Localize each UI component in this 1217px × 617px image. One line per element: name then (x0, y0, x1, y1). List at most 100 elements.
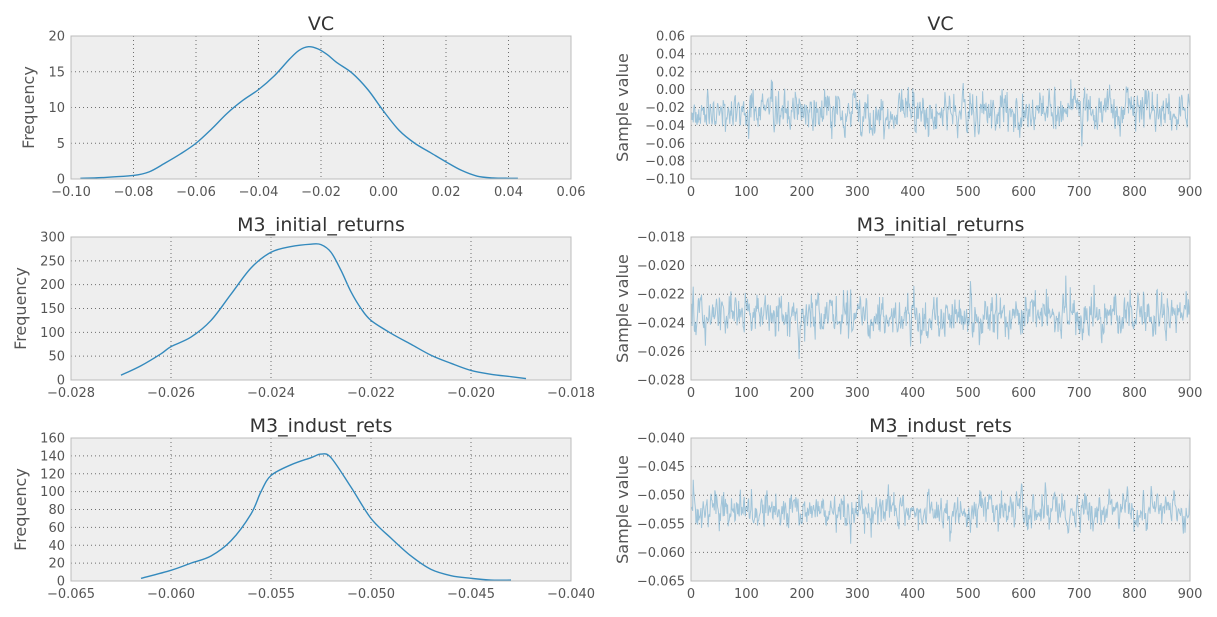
x-tick-label: −0.018 (547, 386, 595, 401)
x-tick-label: 700 (1067, 587, 1092, 602)
x-tick-label: −0.028 (47, 386, 95, 401)
plot-area (690, 437, 1191, 582)
y-tick-label: −0.055 (637, 517, 685, 532)
y-tick-label: 250 (40, 254, 65, 269)
y-tick-label: −0.060 (637, 546, 685, 561)
x-tick-label: 700 (1067, 185, 1092, 200)
x-tick-label: 100 (734, 386, 759, 401)
x-tick-label: 100 (734, 185, 759, 200)
y-tick-label: 160 (40, 432, 65, 447)
y-tick-label: −0.050 (637, 489, 685, 504)
y-axis-label: Sample value (613, 53, 632, 162)
y-tick-label: 60 (48, 521, 65, 536)
kde-series-line (120, 243, 527, 380)
y-tick-label: 150 (40, 302, 65, 317)
panel-title: M3_initial_returns (857, 214, 1025, 236)
y-tick-label: −0.020 (637, 259, 685, 274)
x-tick-label: −0.026 (147, 386, 195, 401)
y-tick-label: 5 (57, 137, 65, 152)
y-tick-label: 0 (57, 374, 65, 389)
y-tick-label: −0.026 (637, 345, 685, 360)
x-tick-label: 600 (1011, 386, 1036, 401)
x-tick-label: −0.040 (547, 587, 595, 602)
y-tick-label: 80 (48, 503, 65, 518)
x-tick-label: 800 (1122, 185, 1147, 200)
x-tick-label: 500 (956, 386, 981, 401)
x-tick-label: 900 (1178, 386, 1203, 401)
panel-3: −0.028 −0.026 −0.024 −0.022 −0.020 −0.018 0 50 1… (11, 214, 595, 401)
y-tick-label: 100 (40, 326, 65, 341)
x-tick-label: 0 (687, 185, 695, 200)
x-tick-label: 0.04 (494, 185, 523, 200)
x-tick-label: 800 (1122, 587, 1147, 602)
y-tick-label: −0.10 (645, 173, 685, 188)
y-axis-label: Sample value (613, 455, 632, 564)
y-tick-label: 0.06 (656, 30, 685, 45)
panel-title: VC (308, 13, 334, 35)
x-tick-label: 300 (845, 185, 870, 200)
y-tick-label: 50 (48, 350, 65, 365)
trace-series-line (691, 275, 1190, 359)
y-axis-label: Frequency (19, 66, 38, 149)
y-tick-label: −0.04 (645, 119, 685, 134)
y-tick-label: 140 (40, 449, 65, 464)
y-tick-label: −0.040 (637, 432, 685, 447)
y-tick-label: 40 (48, 539, 65, 554)
x-tick-label: 500 (956, 185, 981, 200)
trace-series-line (691, 479, 1190, 544)
y-tick-label: −0.022 (637, 288, 685, 303)
y-tick-label: 120 (40, 467, 65, 482)
trace-series-line (691, 79, 1190, 147)
x-tick-label: 600 (1011, 185, 1036, 200)
y-tick-label: −0.028 (637, 374, 685, 389)
y-tick-label: −0.065 (637, 575, 685, 590)
x-tick-label: 0 (687, 386, 695, 401)
plot-border (690, 437, 1191, 582)
x-tick-label: −0.022 (347, 386, 395, 401)
x-tick-label: −0.08 (114, 185, 154, 200)
y-tick-label: 20 (48, 557, 65, 572)
y-tick-label: 0.02 (656, 65, 685, 80)
panel-title: M3_initial_returns (237, 214, 405, 236)
y-tick-label: 0.00 (656, 83, 685, 98)
x-tick-label: 900 (1178, 185, 1203, 200)
x-tick-label: −0.02 (301, 185, 341, 200)
x-tick-label: −0.10 (51, 185, 91, 200)
x-tick-label: 200 (789, 185, 814, 200)
x-tick-label: 300 (845, 386, 870, 401)
y-axis-label: Sample value (613, 254, 632, 363)
y-tick-label: 0.04 (656, 47, 685, 62)
x-tick-label: 900 (1178, 587, 1203, 602)
x-tick-label: 0.06 (557, 185, 586, 200)
kde-series-line (140, 453, 512, 581)
y-tick-label: −0.018 (637, 231, 685, 246)
y-tick-label: 300 (40, 231, 65, 246)
x-tick-label: 400 (900, 185, 925, 200)
x-tick-label: 300 (845, 587, 870, 602)
plot-border (690, 35, 1191, 180)
x-tick-label: 0.00 (369, 185, 398, 200)
y-axis-label: Frequency (11, 468, 30, 551)
x-tick-label: 500 (956, 587, 981, 602)
x-tick-label: 100 (734, 587, 759, 602)
y-tick-label: −0.02 (645, 101, 685, 116)
x-tick-label: −0.04 (239, 185, 279, 200)
plot-border (70, 236, 572, 381)
y-tick-label: 0 (57, 575, 65, 590)
y-axis-label: Frequency (11, 267, 30, 350)
y-tick-label: −0.045 (637, 460, 685, 475)
panel-title: M3_indust_rets (250, 415, 393, 437)
x-tick-label: 0 (687, 587, 695, 602)
y-tick-label: −0.06 (645, 137, 685, 152)
x-tick-label: −0.065 (47, 587, 95, 602)
kde-series-line (80, 45, 518, 179)
panel-1: −0.10 −0.08 −0.06 −0.04 −0.02 0.00 0.02 0.04 0.0… (19, 13, 585, 200)
x-tick-label: −0.06 (176, 185, 216, 200)
x-tick-label: 0.02 (432, 185, 461, 200)
x-tick-label: −0.020 (447, 386, 495, 401)
x-tick-label: 400 (900, 386, 925, 401)
x-tick-label: −0.060 (147, 587, 195, 602)
y-tick-label: 200 (40, 278, 65, 293)
y-tick-label: 0 (57, 173, 65, 188)
